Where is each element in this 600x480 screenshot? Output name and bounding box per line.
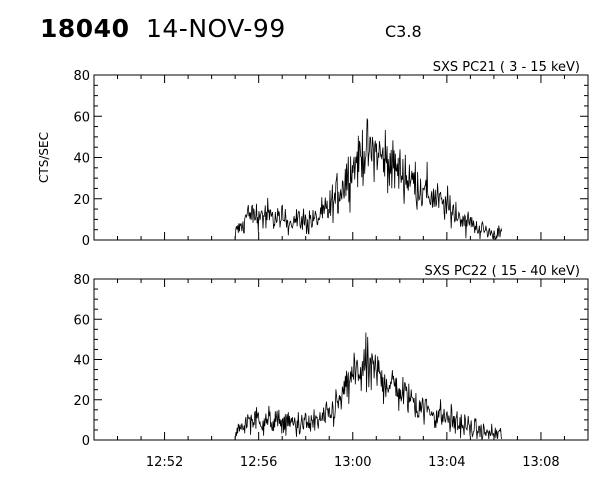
y-tick-label: 40 — [73, 354, 90, 369]
y-tick-label: 40 — [73, 152, 90, 167]
event-id: 18040 — [40, 14, 130, 43]
x-tick-label: 12:56 — [240, 455, 277, 470]
panel-2 — [93, 278, 589, 441]
y-tick-label: 20 — [73, 394, 90, 409]
y-tick-label: 0 — [82, 234, 90, 249]
y-tick-label: 60 — [73, 313, 90, 328]
event-date: 14-NOV-99 — [146, 14, 286, 43]
flare-class: C3.8 — [385, 22, 422, 41]
plot-frame — [93, 278, 589, 441]
y-tick-label: 20 — [73, 193, 90, 208]
panel-title: SXS PC22 ( 15 - 40 keV) — [424, 264, 580, 279]
count-rate-series — [234, 332, 503, 441]
y-tick-label: 60 — [73, 110, 90, 125]
panel-title: SXS PC21 ( 3 - 15 keV) — [433, 60, 580, 75]
panel-1 — [93, 74, 589, 241]
count-rate-series — [234, 118, 503, 241]
y-tick-label: 80 — [73, 273, 90, 288]
x-tick-label: 12:52 — [146, 455, 183, 470]
y-tick-label: 80 — [73, 69, 90, 84]
x-tick-label: 13:08 — [522, 455, 559, 470]
x-tick-label: 13:00 — [334, 455, 371, 470]
y-tick-label: 0 — [82, 434, 90, 449]
x-tick-label: 13:04 — [428, 455, 465, 470]
plot-frame — [93, 74, 589, 241]
y-axis-label: CTS/SEC — [37, 132, 51, 183]
